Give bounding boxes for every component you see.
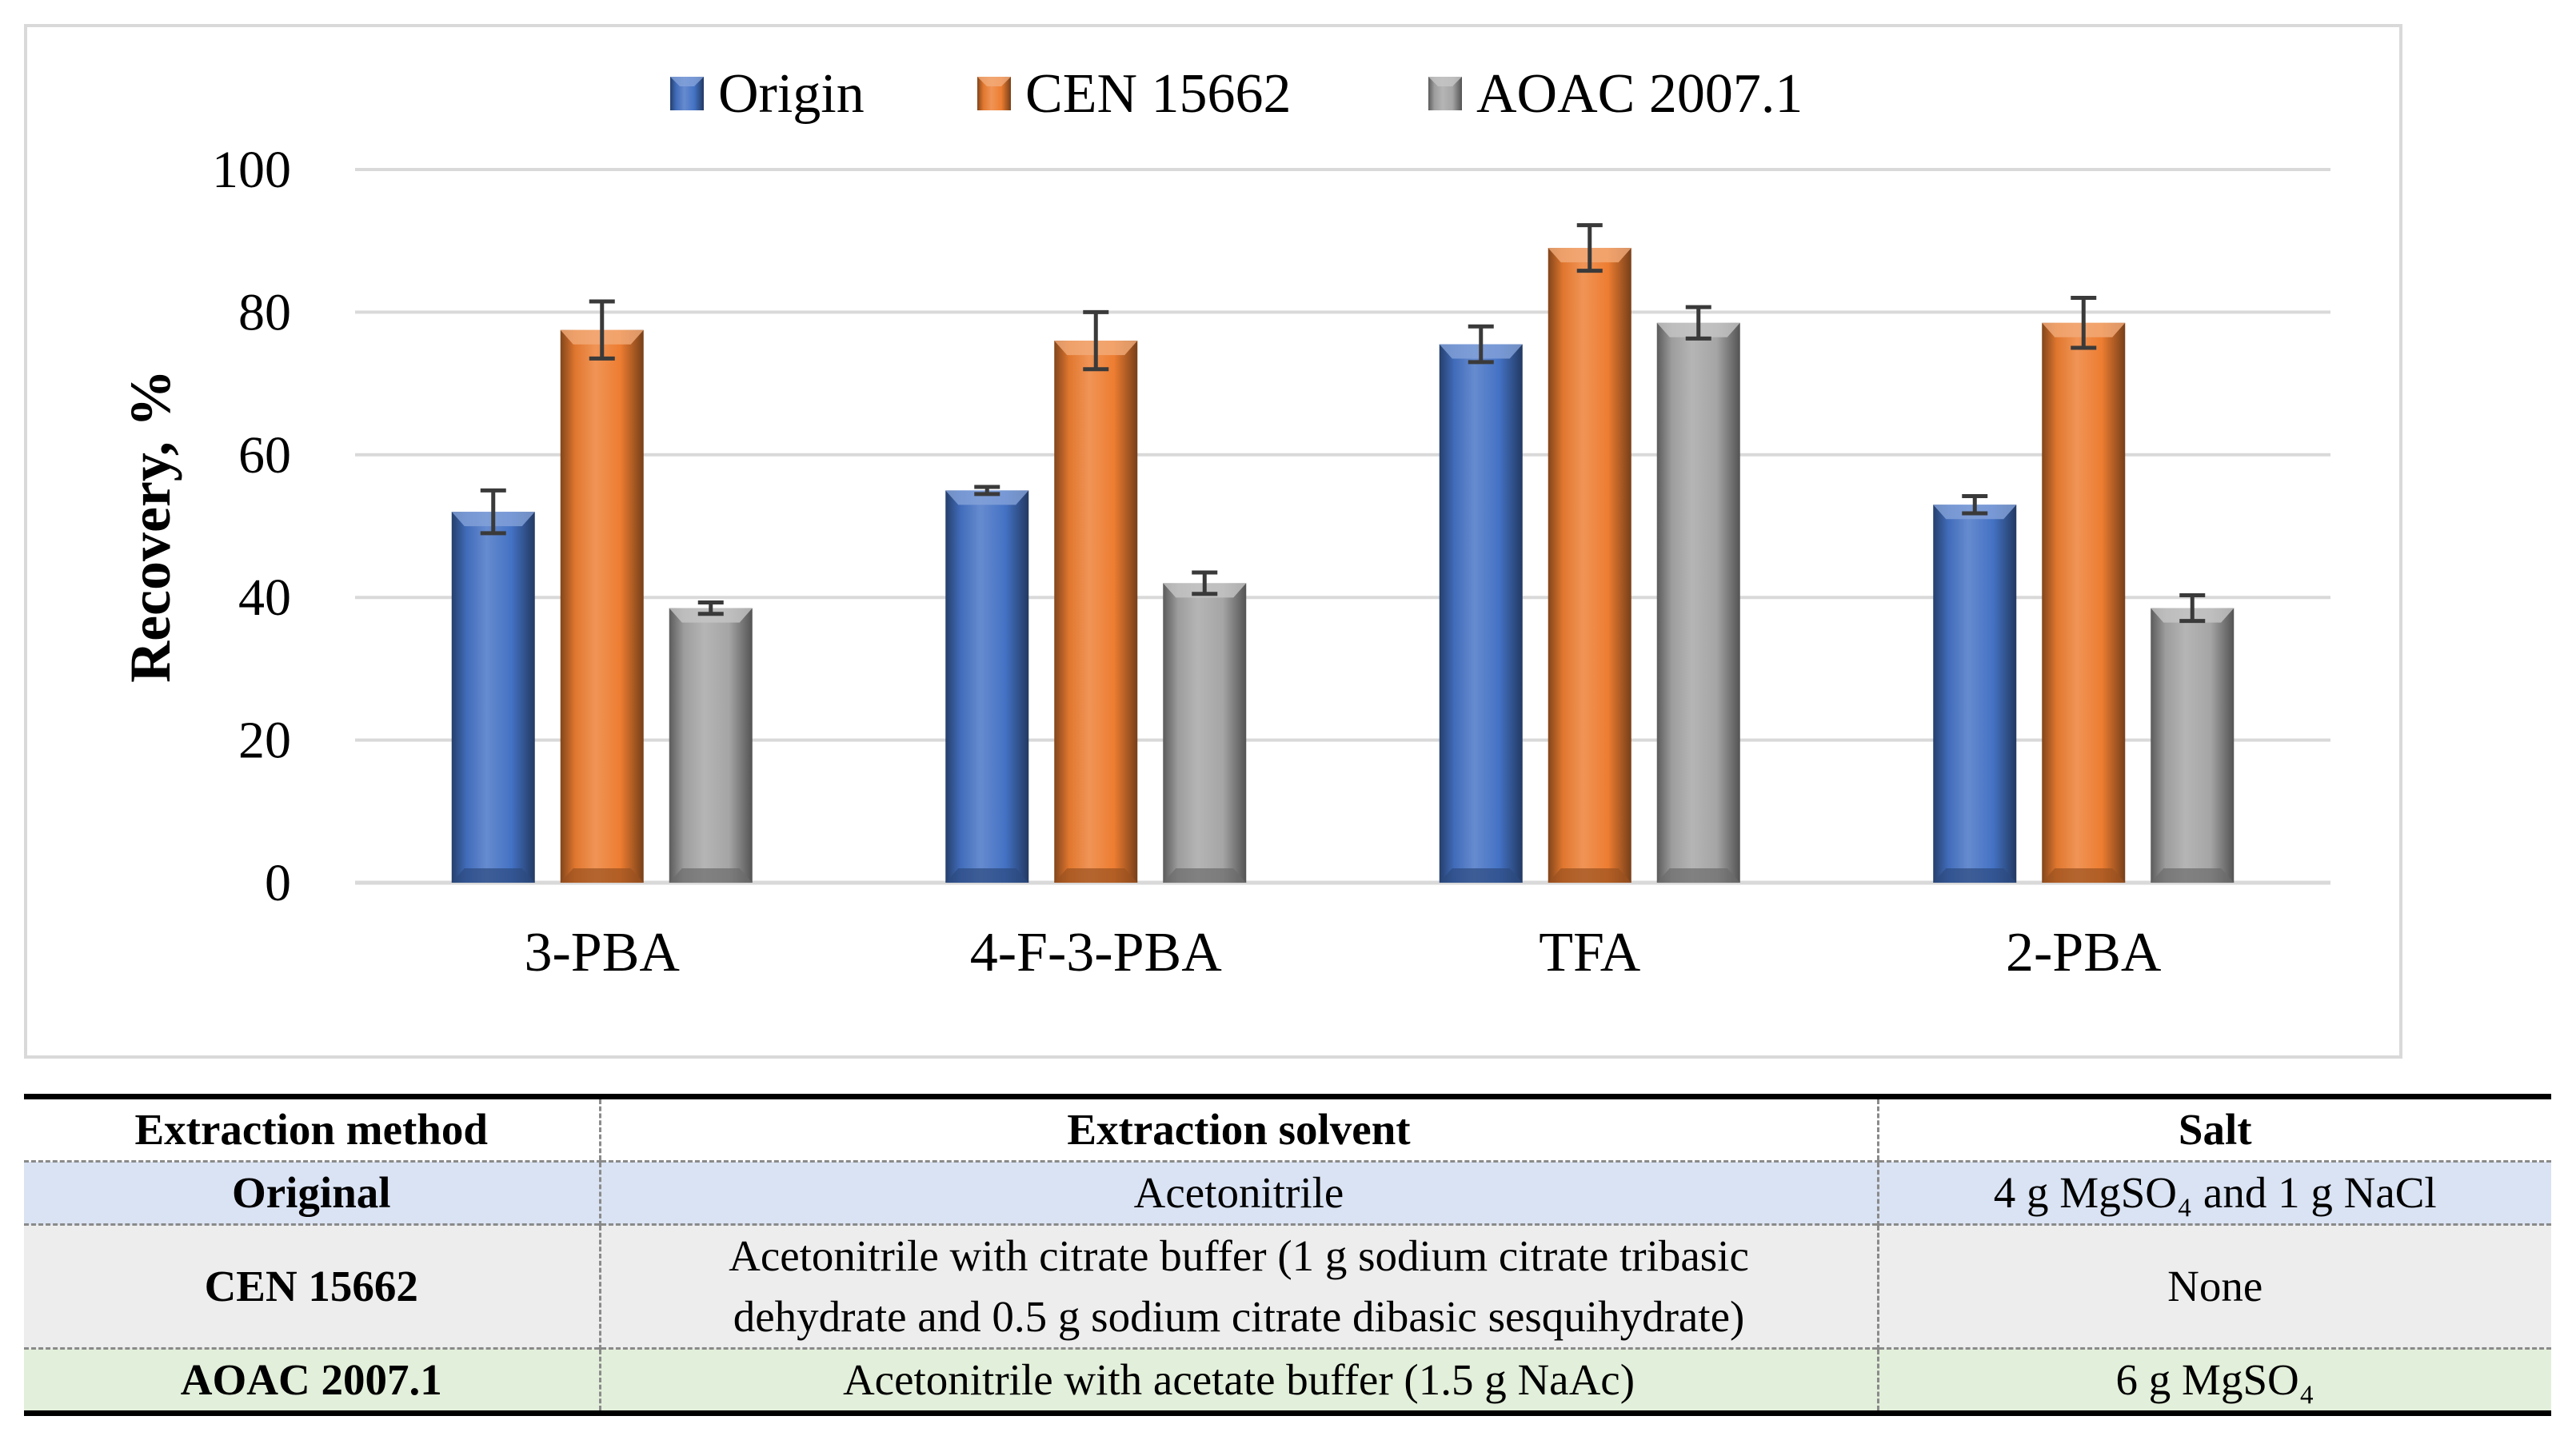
legend-swatch-bevel [1428, 77, 1462, 86]
x-tick-label: 2-PBA [2006, 922, 2162, 983]
bar [945, 490, 1029, 883]
method-cell: CEN 15662 [24, 1223, 600, 1349]
bar [669, 608, 753, 883]
table-row: CEN 15662 Acetonitrile with citrate buff… [24, 1223, 2551, 1349]
method-cell: AOAC 2007.1 [24, 1347, 600, 1414]
y-tick-label: 0 [265, 854, 291, 912]
bar-bottom-bevel [560, 868, 644, 883]
bar-bottom-bevel [1933, 868, 2017, 883]
y-tick-label: 40 [238, 568, 291, 627]
recovery-bar-chart: 0 20 40 60 80 100 Recovery, % 3-PBA 4-F-3-PBA TFA… [118, 63, 2330, 983]
bar-bottom-bevel [2151, 868, 2235, 883]
bar-bottom-bevel [451, 868, 535, 883]
table-row: Original Acetonitrile 4 g MgSO₄ and 1 g … [24, 1160, 2551, 1225]
bar-bottom-bevel [1548, 868, 1631, 883]
bar-bottom-bevel [1163, 868, 1247, 883]
x-tick-label: 4-F-3-PBA [970, 922, 1222, 983]
y-tick-label: 20 [238, 712, 291, 770]
salt-cell: 6 g MgSO₄ [1876, 1347, 2551, 1414]
legend-swatch-bevel [977, 77, 1011, 86]
bar-top-bevel [945, 490, 1029, 505]
bar [451, 512, 535, 883]
bar [1054, 341, 1138, 884]
legend-label: Origin [718, 63, 865, 125]
bar [2042, 322, 2126, 883]
legend-label: AOAC 2007.1 [1476, 63, 1803, 125]
extraction-methods-table: Extraction method Extraction solvent Sal… [24, 1094, 2551, 1416]
solvent-cell: Acetonitrile with acetate buffer (1.5 g … [598, 1347, 1878, 1414]
salt-cell: 4 g MgSO₄ and 1 g NaCl [1876, 1160, 2551, 1225]
table-header-row: Extraction method Extraction solvent Sal… [24, 1096, 2551, 1163]
bar [1548, 248, 1631, 883]
bar [2151, 608, 2235, 883]
x-tick-label: TFA [1539, 922, 1640, 983]
legend-label: CEN 15662 [1025, 63, 1292, 125]
bar-bottom-bevel [945, 868, 1029, 883]
y-axis-label: Recovery, % [118, 369, 182, 683]
bar [1163, 583, 1247, 883]
y-tick-label: 60 [238, 426, 291, 485]
bar [1933, 505, 2017, 883]
bar [1656, 322, 1740, 883]
header-extraction-solvent: Extraction solvent [598, 1096, 1878, 1163]
legend-swatch-bevel [670, 77, 704, 86]
solvent-line: Acetonitrile with citrate buffer (1 g so… [729, 1231, 1749, 1280]
bar-bottom-bevel [2042, 868, 2126, 883]
solvent-cell: Acetonitrile [598, 1160, 1878, 1225]
bar-bottom-bevel [1439, 868, 1523, 883]
y-tick-label: 80 [238, 283, 291, 341]
table-row: AOAC 2007.1 Acetonitrile with acetate bu… [24, 1347, 2551, 1414]
bar [1439, 344, 1523, 883]
bar-bottom-bevel [669, 868, 753, 883]
solvent-cell: Acetonitrile with citrate buffer (1 g so… [598, 1223, 1878, 1349]
bar-bottom-bevel [1054, 868, 1138, 883]
chart-frame: 0 20 40 60 80 100 Recovery, % 3-PBA 4-F-3-PBA TFA… [24, 24, 2402, 1059]
x-tick-label: 3-PBA [525, 922, 681, 983]
method-cell: Original [24, 1160, 600, 1225]
salt-cell: None [1876, 1223, 2551, 1349]
header-extraction-method: Extraction method [24, 1096, 600, 1163]
bar-bottom-bevel [1656, 868, 1740, 883]
solvent-line: dehydrate and 0.5 g sodium citrate dibas… [733, 1292, 1745, 1341]
header-salt: Salt [1876, 1096, 2551, 1163]
y-tick-label: 100 [212, 141, 291, 199]
bar [560, 329, 644, 883]
